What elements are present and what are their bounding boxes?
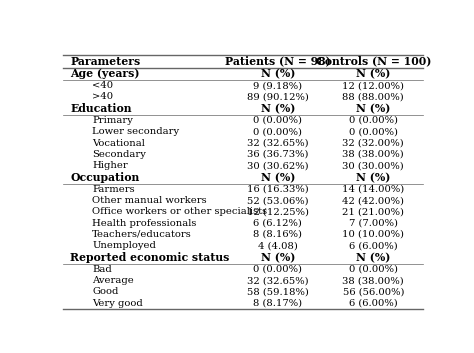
Text: 30 (30.62%): 30 (30.62%)	[247, 161, 309, 170]
Text: 12 (12.00%): 12 (12.00%)	[342, 81, 404, 90]
Text: Other manual workers: Other manual workers	[92, 196, 207, 205]
Text: >40: >40	[92, 92, 113, 101]
Text: N (%): N (%)	[356, 172, 391, 183]
Text: 0 (0.00%): 0 (0.00%)	[349, 127, 398, 136]
Text: Bad: Bad	[92, 265, 112, 274]
Text: 56 (56.00%): 56 (56.00%)	[343, 287, 404, 296]
Text: 4 (4.08): 4 (4.08)	[258, 241, 298, 250]
Text: 0 (0.00%): 0 (0.00%)	[253, 265, 302, 274]
Text: Controls (N = 100): Controls (N = 100)	[316, 55, 431, 67]
Text: Education: Education	[70, 103, 132, 114]
Text: N (%): N (%)	[261, 172, 295, 183]
Text: 38 (38.00%): 38 (38.00%)	[342, 276, 404, 285]
Text: 32 (32.65%): 32 (32.65%)	[247, 139, 309, 148]
Text: 6 (6.00%): 6 (6.00%)	[349, 241, 398, 250]
Text: Unemployed: Unemployed	[92, 241, 156, 250]
Text: Higher: Higher	[92, 161, 128, 170]
Text: 38 (38.00%): 38 (38.00%)	[342, 150, 404, 159]
Text: Very good: Very good	[92, 299, 143, 307]
Text: 42 (42.00%): 42 (42.00%)	[342, 196, 404, 205]
Text: Lower secondary: Lower secondary	[92, 127, 180, 136]
Text: N (%): N (%)	[356, 103, 391, 114]
Text: 30 (30.00%): 30 (30.00%)	[342, 161, 404, 170]
Text: 8 (8.16%): 8 (8.16%)	[253, 230, 302, 239]
Text: Patients (N = 98): Patients (N = 98)	[225, 55, 331, 67]
Text: Teachers/educators: Teachers/educators	[92, 230, 192, 239]
Text: Health professionals: Health professionals	[92, 219, 197, 228]
Text: 6 (6.00%): 6 (6.00%)	[349, 299, 398, 307]
Text: 0 (0.00%): 0 (0.00%)	[349, 265, 398, 274]
Text: Office workers or other specialists: Office workers or other specialists	[92, 207, 267, 216]
Text: 52 (53.06%): 52 (53.06%)	[247, 196, 309, 205]
Text: 88 (88.00%): 88 (88.00%)	[342, 92, 404, 101]
Text: Reported economic status: Reported economic status	[70, 252, 229, 263]
Text: N (%): N (%)	[261, 103, 295, 114]
Text: 89 (90.12%): 89 (90.12%)	[247, 92, 309, 101]
Text: Vocational: Vocational	[92, 139, 145, 148]
Text: 36 (36.73%): 36 (36.73%)	[247, 150, 309, 159]
Text: 0 (0.00%): 0 (0.00%)	[349, 116, 398, 125]
Text: 14 (14.00%): 14 (14.00%)	[342, 185, 404, 194]
Text: 16 (16.33%): 16 (16.33%)	[247, 185, 309, 194]
Text: N (%): N (%)	[356, 252, 391, 263]
Text: <40: <40	[92, 81, 113, 90]
Text: 6 (6.12%): 6 (6.12%)	[254, 219, 302, 228]
Text: 10 (10.00%): 10 (10.00%)	[342, 230, 404, 239]
Text: 8 (8.17%): 8 (8.17%)	[253, 299, 302, 307]
Text: 58 (59.18%): 58 (59.18%)	[247, 287, 309, 296]
Text: 21 (21.00%): 21 (21.00%)	[342, 207, 404, 216]
Text: Good: Good	[92, 287, 118, 296]
Text: Primary: Primary	[92, 116, 133, 125]
Text: 0 (0.00%): 0 (0.00%)	[253, 127, 302, 136]
Text: N (%): N (%)	[261, 68, 295, 79]
Text: 12 (12.25%): 12 (12.25%)	[247, 207, 309, 216]
Text: Secondary: Secondary	[92, 150, 146, 159]
Text: 32 (32.00%): 32 (32.00%)	[342, 139, 404, 148]
Text: Average: Average	[92, 276, 134, 285]
Text: Parameters: Parameters	[70, 55, 140, 67]
Text: N (%): N (%)	[356, 68, 391, 79]
Text: N (%): N (%)	[261, 252, 295, 263]
Text: 9 (9.18%): 9 (9.18%)	[253, 81, 302, 90]
Text: Farmers: Farmers	[92, 185, 135, 194]
Text: 32 (32.65%): 32 (32.65%)	[247, 276, 309, 285]
Text: Age (years): Age (years)	[70, 68, 140, 79]
Text: 7 (7.00%): 7 (7.00%)	[349, 219, 398, 228]
Text: 0 (0.00%): 0 (0.00%)	[253, 116, 302, 125]
Text: Occupation: Occupation	[70, 172, 139, 183]
